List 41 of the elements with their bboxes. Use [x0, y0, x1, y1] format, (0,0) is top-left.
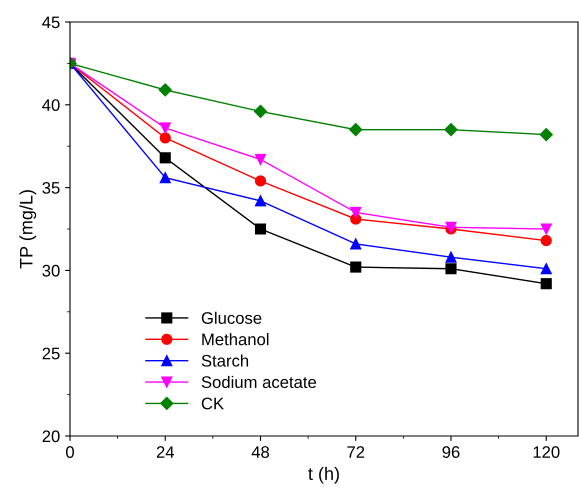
- legend-label: Sodium acetate: [202, 376, 316, 388]
- y-tick-label: 45: [42, 16, 60, 28]
- point: [160, 152, 171, 164]
- legend-label: CK: [202, 398, 224, 410]
- point: [540, 278, 552, 290]
- point: [160, 122, 171, 134]
- point: [349, 123, 362, 136]
- x-tick-label: 48: [252, 446, 270, 458]
- point: [540, 235, 552, 246]
- point: [540, 128, 553, 142]
- point: [350, 238, 362, 250]
- y-axis-title: TP (mg/L): [19, 190, 36, 269]
- x-tick-label: 0: [66, 446, 74, 458]
- y-tick-label: 25: [42, 348, 60, 360]
- legend-label: Methanol: [202, 333, 268, 346]
- point: [160, 132, 171, 144]
- legend-label: Starch: [202, 354, 248, 367]
- x-tick-label: 24: [156, 446, 174, 458]
- x-tick-label: 120: [534, 446, 560, 458]
- point: [254, 195, 266, 206]
- y-tick-label: 30: [42, 264, 60, 277]
- y-tick-label: 20: [42, 430, 60, 442]
- point: [158, 83, 172, 96]
- legend-label: Glucose: [202, 312, 262, 324]
- point: [445, 263, 457, 274]
- x-tick-label: 96: [442, 446, 460, 458]
- point: [254, 223, 266, 235]
- point: [540, 263, 552, 274]
- point: [444, 123, 458, 136]
- point: [350, 206, 362, 218]
- point: [254, 104, 268, 118]
- point: [160, 172, 171, 184]
- point: [254, 154, 266, 166]
- x-axis-title: t (h): [308, 466, 339, 484]
- point: [540, 223, 552, 235]
- y-tick-label: 40: [42, 99, 60, 112]
- point: [445, 252, 457, 263]
- point: [254, 175, 266, 187]
- y-tick-label: 35: [42, 182, 60, 194]
- point: [350, 262, 362, 273]
- x-tick-label: 72: [347, 446, 364, 458]
